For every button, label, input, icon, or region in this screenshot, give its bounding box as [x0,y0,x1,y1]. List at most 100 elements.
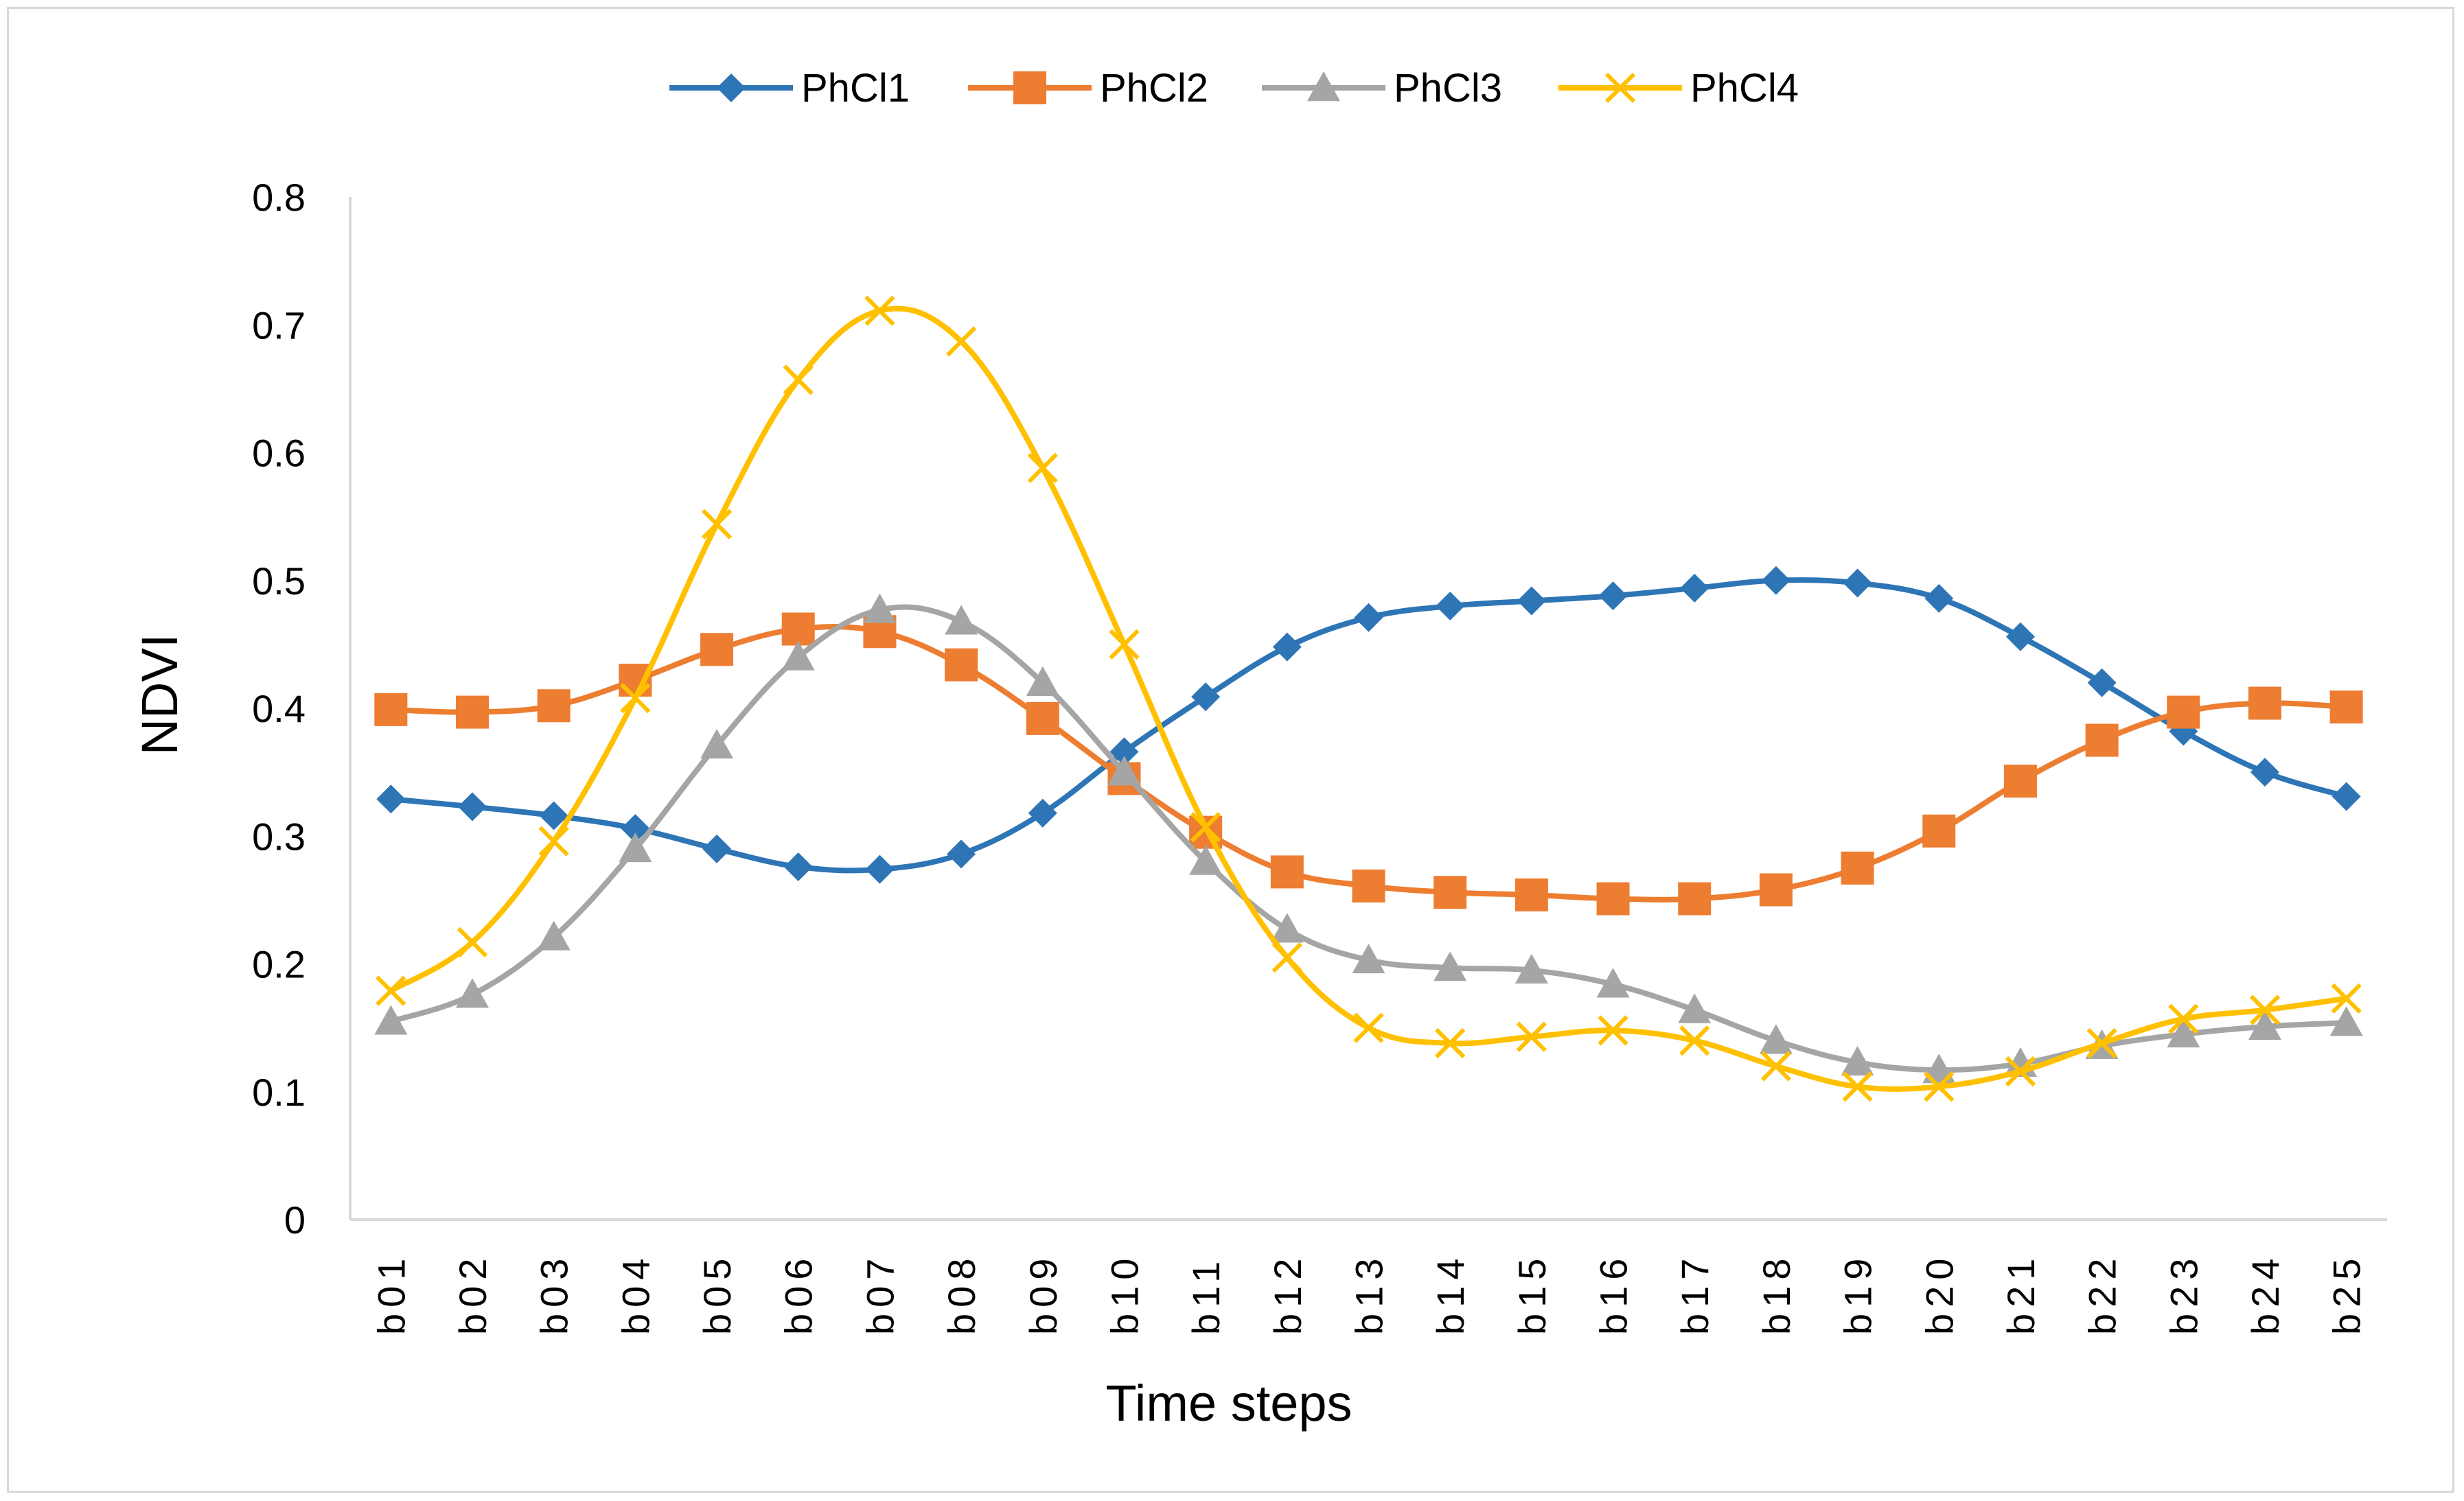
data-point-phcl3 [1678,993,1712,1023]
y-tick-label: 0.8 [252,176,306,219]
legend-label-phcl3: PhCl3 [1394,66,1502,110]
data-point-phcl1 [539,801,568,830]
data-point-phcl2 [537,689,571,723]
x-tick-label: b13 [1348,1253,1391,1335]
data-point-phcl4 [1190,812,1221,843]
x-tick-label: b16 [1592,1253,1635,1335]
y-tick-labels: 0 0.1 0.2 0.3 0.4 0.5 0.6 0.7 0.8 [252,176,306,1242]
legend-label-phcl2: PhCl2 [1100,66,1208,110]
data-point-phcl4 [1109,629,1140,660]
series-phcl1 [376,566,2361,884]
x-tick-label: b05 [695,1253,739,1335]
y-tick-label: 0.1 [252,1071,306,1114]
legend: PhCl1 PhCl2 PhCl3 PhCl4 [669,66,1799,110]
x-tick-label: b17 [1673,1253,1716,1335]
x-tick-label: b25 [2325,1253,2369,1335]
x-tick-label: b09 [1022,1253,1065,1335]
data-point-phcl3 [2248,1010,2281,1040]
data-point-phcl3 [537,920,571,951]
data-point-phcl3 [1759,1024,1793,1054]
y-tick-label: 0 [284,1198,306,1242]
data-point-phcl3 [1270,913,1304,943]
x-tick-label: b03 [533,1253,576,1335]
data-point-phcl2 [1352,869,1385,903]
y-tick-label: 0.4 [252,687,306,730]
x-tick-label: b19 [1837,1253,1880,1335]
data-point-phcl2 [1434,876,1467,909]
legend-marker-phcl3 [1307,71,1340,102]
y-tick-label: 0.5 [252,559,306,603]
data-point-phcl4 [1353,1012,1384,1043]
x-tick-label: b15 [1510,1253,1554,1335]
data-point-phcl1 [2331,782,2361,811]
data-point-phcl2 [1596,882,1630,916]
data-point-phcl1 [2250,758,2279,787]
data-point-phcl3 [700,729,734,759]
data-point-phcl4 [1027,452,1058,483]
data-point-phcl1 [1680,573,1709,603]
legend-label-phcl1: PhCl1 [801,66,910,110]
series-line-phcl3 [388,604,2349,1073]
data-point-phcl1 [2005,622,2035,651]
x-axis-title: Time steps [1105,1375,1352,1432]
legend-entry-phcl3: PhCl3 [1262,66,1502,110]
x-tick-label: b18 [1755,1253,1798,1335]
x-tick-label: b20 [1918,1253,1961,1335]
data-point-phcl4 [376,975,406,1006]
data-point-phcl2 [374,693,408,726]
data-point-phcl4 [783,364,814,395]
data-point-phcl1 [376,784,406,814]
data-point-phcl2 [781,612,815,646]
data-point-phcl2 [1270,855,1304,889]
data-point-phcl4 [1679,1025,1710,1056]
series-phcl4 [376,295,2362,1102]
data-point-phcl3 [1107,756,1141,786]
data-point-phcl4 [701,509,733,539]
x-tick-label: b14 [1429,1253,1472,1335]
data-point-phcl2 [2329,690,2363,724]
y-axis-title: NDVI [131,634,188,756]
data-point-phcl4 [1760,1051,1792,1082]
data-point-phcl4 [2086,1027,2117,1059]
data-point-phcl4 [2331,983,2362,1014]
legend-entry-phcl4: PhCl4 [1558,66,1799,110]
data-point-phcl1 [865,854,895,884]
data-point-phcl3 [2329,1006,2363,1036]
data-point-phcl1 [1761,566,1791,595]
data-point-phcl2 [2248,686,2281,720]
x-tick-label: b21 [1999,1253,2042,1335]
data-point-phcl2 [2167,695,2200,729]
data-point-phcl1 [1843,568,1872,598]
data-point-phcl3 [945,605,978,635]
data-point-phcl2 [1515,878,1548,911]
data-point-phcl1 [1598,581,1628,611]
data-point-phcl3 [619,832,652,863]
axes [349,197,2387,1221]
data-point-phcl1 [1517,586,1546,616]
data-point-phcl3 [781,640,815,671]
data-point-phcl4 [1435,1027,1466,1059]
data-point-phcl4 [2005,1056,2036,1087]
data-point-phcl3 [1841,1045,1874,1076]
series-phcl3 [374,593,2363,1084]
data-point-phcl4 [620,682,651,714]
x-tick-label: b08 [940,1253,983,1335]
y-tick-label: 0.3 [252,815,306,858]
x-tick-label: b10 [1103,1253,1146,1335]
data-point-phcl2 [2003,765,2037,798]
data-point-phcl2 [700,633,734,666]
series-line-phcl4 [388,305,2349,1092]
x-tick-labels: b01 b02 b03 b04 b05 b06 b07 b08 b09 b10 b11 b12 b13 b… [369,1253,2368,1335]
data-point-phcl3 [1434,951,1467,981]
data-point-phcl2 [456,695,490,729]
chart-frame [7,7,2454,1493]
data-point-phcl2 [1922,814,1956,848]
data-point-phcl2 [1678,882,1712,916]
data-point-phcl2 [1026,701,1059,735]
y-tick-label: 0.2 [252,943,306,986]
data-point-phcl1 [1028,798,1057,828]
data-point-phcl4 [1271,942,1302,973]
x-tick-label: b11 [1184,1255,1228,1335]
x-tick-label: b01 [369,1253,413,1335]
